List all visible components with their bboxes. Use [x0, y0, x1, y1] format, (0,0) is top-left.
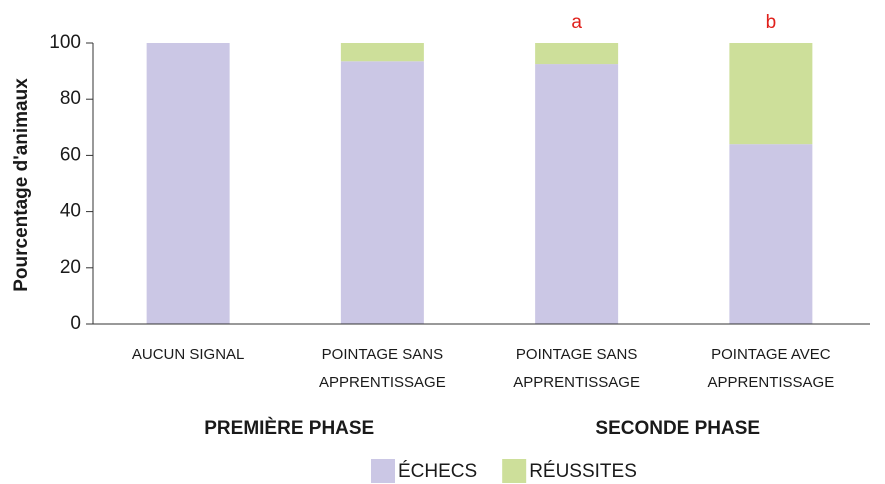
annotation: a [571, 12, 582, 33]
x-tick-label: APPRENTISSAGE [513, 374, 640, 391]
y-tick-label: 20 [60, 257, 81, 278]
y-tick-label: 100 [49, 32, 81, 53]
legend-swatch [371, 459, 395, 483]
y-axis-title: Pourcentage d'animaux [11, 78, 32, 292]
y-tick-label: 80 [60, 88, 81, 109]
x-tick-label: POINTAGE SANS [516, 346, 637, 363]
x-tick-label: APPRENTISSAGE [708, 374, 835, 391]
y-tick-label: 0 [70, 313, 81, 334]
bar-segment [340, 43, 424, 62]
x-tick-label: APPRENTISSAGE [319, 374, 446, 391]
bar-segment [535, 43, 619, 65]
legend-swatch [502, 459, 527, 483]
x-tick-label: POINTAGE AVEC [711, 346, 831, 363]
group-label: PREMIÈRE PHASE [204, 417, 374, 439]
x-tick-label: POINTAGE SANS [322, 346, 443, 363]
bar-segment [340, 61, 424, 324]
annotation: b [766, 12, 777, 33]
legend-label: ÉCHECS [398, 461, 477, 482]
bar-segment [729, 144, 813, 324]
bar-segment [146, 43, 230, 324]
bar-segment [535, 64, 619, 324]
bar-segment [729, 43, 813, 145]
group-label: SECONDE PHASE [595, 418, 760, 439]
x-tick-label: AUCUN SIGNAL [132, 346, 245, 363]
y-tick-label: 60 [60, 144, 81, 165]
legend-label: RÉUSSITES [529, 461, 637, 482]
y-tick-label: 40 [60, 201, 81, 222]
